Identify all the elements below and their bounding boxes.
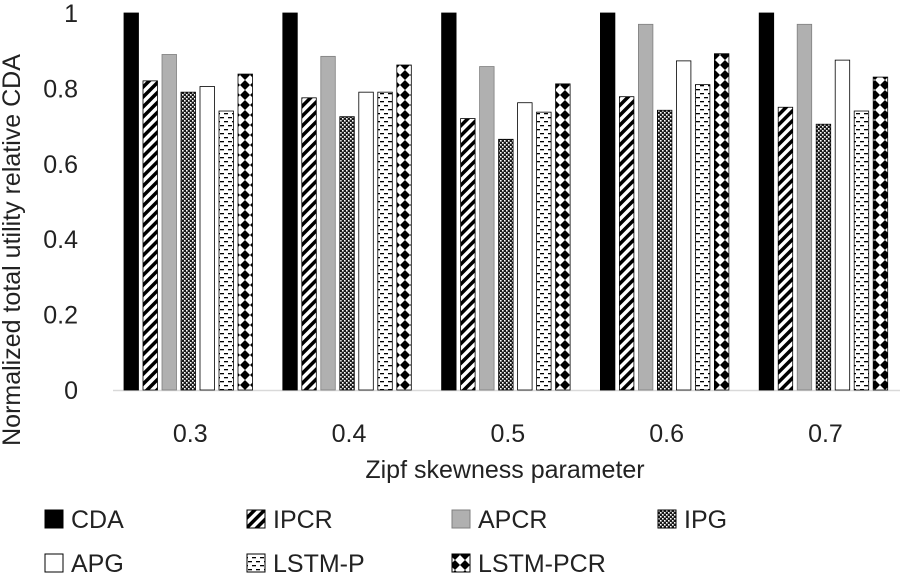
- bar-lstm-pcr-0.6: [714, 53, 730, 391]
- bar-apcr-0.4: [320, 55, 336, 391]
- legend-label-apg: APG: [71, 550, 124, 578]
- legend-label-cda: CDA: [71, 506, 124, 534]
- legend-swatch-ipg: [657, 509, 677, 529]
- bar-lstm-pcr-0.7: [872, 76, 889, 391]
- bar-cda-0.7: [758, 12, 775, 391]
- bar-ipcr-0.7: [777, 106, 794, 391]
- bar-ipg-0.4: [339, 116, 355, 391]
- legend-swatch-apcr: [451, 509, 471, 529]
- bar-cda-0.6: [600, 12, 616, 391]
- bar-apcr-0.6: [638, 23, 654, 391]
- legend-swatch-apg: [44, 553, 64, 573]
- bar-apg-0.6: [676, 60, 692, 391]
- legend: CDA IPCR APCR IPG APG LSTM-P LSTM-PCR: [44, 506, 727, 578]
- bar-lstm-p-0.7: [853, 110, 870, 391]
- legend-label-lstm-pcr: LSTM-PCR: [478, 550, 606, 578]
- bar-apcr-0.5: [479, 66, 495, 391]
- x-tick-labels: 0.3 0.4 0.5 0.6 0.7: [173, 420, 843, 448]
- bar-apg-0.7: [834, 59, 851, 391]
- bar-ipg-0.3: [180, 91, 196, 391]
- x-tick-label: 0.4: [332, 420, 367, 448]
- legend-label-apcr: APCR: [478, 506, 547, 534]
- x-axis-title: Zipf skewness parameter: [365, 456, 644, 484]
- bar-apg-0.3: [199, 86, 215, 391]
- bar-apg-0.4: [358, 91, 374, 391]
- legend-swatch-lstm-pcr: [451, 553, 471, 573]
- x-tick-label: 0.3: [173, 420, 208, 448]
- y-tick-label: 0.4: [43, 226, 78, 254]
- y-tick-label: 0: [64, 377, 78, 405]
- bar-ipcr-0.6: [619, 96, 635, 391]
- bar-cda-0.4: [282, 12, 298, 391]
- y-axis-title: Normalized total utility relative CDA: [0, 54, 26, 446]
- bar-lstm-p-0.6: [695, 84, 711, 391]
- bar-cda-0.5: [441, 12, 457, 391]
- bar-ipcr-0.3: [142, 80, 158, 391]
- y-tick-labels: 0 0.2 0.4 0.6 0.8 1: [43, 0, 78, 405]
- bar-ipg-0.6: [657, 109, 673, 391]
- bar-lstm-p-0.3: [218, 110, 234, 391]
- bar-cda-0.3: [123, 12, 139, 391]
- bar-lstm-p-0.5: [536, 111, 552, 391]
- legend-swatch-lstm-p: [246, 553, 266, 573]
- y-tick-label: 0.2: [43, 302, 78, 330]
- y-tick-label: 0.6: [43, 151, 78, 179]
- bar-apcr-0.7: [796, 23, 813, 391]
- bar-apg-0.5: [517, 102, 533, 391]
- x-tick-label: 0.7: [808, 420, 843, 448]
- bar-apcr-0.3: [161, 54, 177, 391]
- legend-label-ipcr: IPCR: [273, 506, 333, 534]
- bar-lstm-p-0.4: [377, 91, 393, 391]
- x-tick-label: 0.5: [490, 420, 525, 448]
- legend-swatch-cda: [44, 509, 64, 529]
- legend-label-ipg: IPG: [684, 506, 727, 534]
- legend-label-lstm-p: LSTM-P: [273, 550, 365, 578]
- bar-ipcr-0.4: [301, 97, 317, 391]
- bars: [123, 12, 889, 391]
- bar-ipg-0.5: [498, 138, 514, 391]
- legend-swatch-ipcr: [246, 509, 266, 529]
- bar-lstm-pcr-0.4: [396, 64, 412, 391]
- bar-ipcr-0.5: [460, 118, 476, 391]
- bar-lstm-pcr-0.3: [237, 73, 253, 391]
- bar-ipg-0.7: [815, 123, 832, 391]
- x-tick-label: 0.6: [649, 420, 684, 448]
- y-tick-label: 0.8: [43, 75, 78, 103]
- bar-lstm-pcr-0.5: [555, 83, 571, 391]
- y-tick-label: 1: [64, 0, 78, 28]
